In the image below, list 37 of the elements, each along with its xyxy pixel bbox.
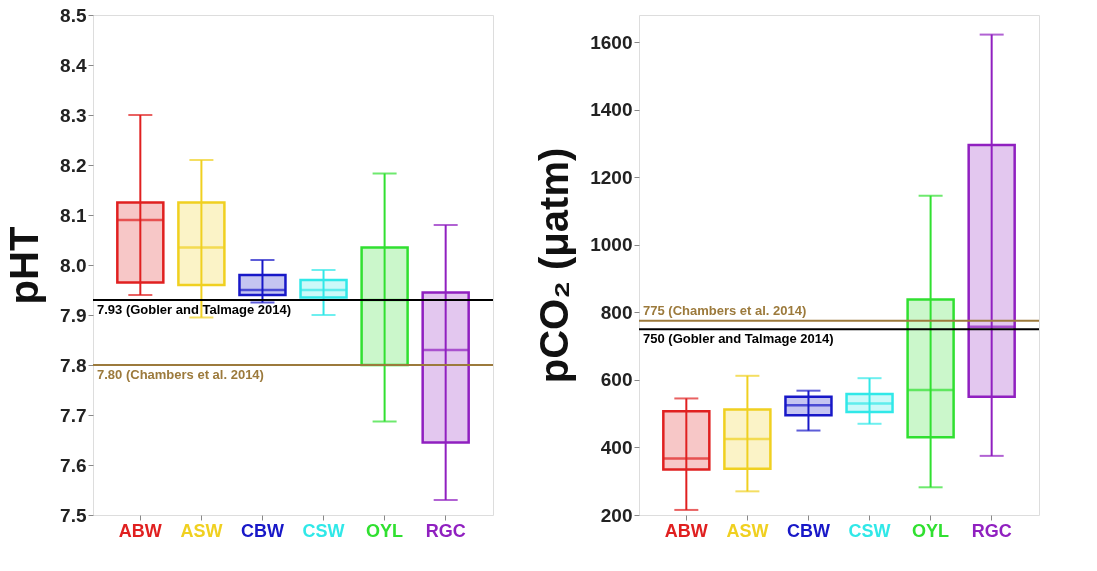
y-tick-label: 1400 <box>590 99 633 121</box>
y-tick-label: 8.1 <box>60 204 87 226</box>
ref-line-label: 7.93 (Gobler and Talmage 2014) <box>97 302 292 317</box>
y-tick-label: 1200 <box>590 166 633 188</box>
y-tick-label: 200 <box>600 504 633 526</box>
x-tick-label: ASW <box>726 520 769 541</box>
y-tick-label: 7.6 <box>60 454 87 476</box>
y-tick-label: 600 <box>600 369 633 391</box>
x-tick-label: RGC <box>425 520 466 541</box>
y-tick-label: 1600 <box>590 31 633 53</box>
ref-line-label: 775 (Chambers et al. 2014) <box>643 302 807 318</box>
y-axis-title: pCO₂ (μatm) <box>532 147 577 384</box>
y-tick-label: 7.8 <box>60 354 87 376</box>
y-tick-label: 8.5 <box>60 4 87 26</box>
x-tick-label: ABW <box>118 520 162 541</box>
y-tick-label: 800 <box>600 301 633 323</box>
y-tick-label: 1000 <box>590 234 633 256</box>
y-tick-label: 8.2 <box>60 154 87 176</box>
x-tick-label: CSW <box>848 520 891 541</box>
x-tick-label: CBW <box>240 520 284 541</box>
y-tick-label: 8.3 <box>60 104 87 126</box>
x-tick-label: OYL <box>366 520 404 541</box>
y-tick-label: 7.7 <box>60 404 87 426</box>
y-tick-label: 8.0 <box>60 254 87 276</box>
y-tick-label: 7.9 <box>60 304 87 326</box>
x-tick-label: CSW <box>302 520 345 541</box>
x-tick-label: OYL <box>912 520 950 541</box>
ref-line-label: 7.80 (Chambers et al. 2014) <box>97 367 264 382</box>
y-axis-title: pHT <box>2 226 47 305</box>
y-tick-label: 8.4 <box>60 54 87 76</box>
x-tick-label: CBW <box>786 520 830 541</box>
y-tick-label: 7.5 <box>60 504 87 526</box>
ref-line-label: 750 (Gobler and Talmage 2014) <box>643 331 834 347</box>
x-tick-label: ASW <box>180 520 223 541</box>
y-tick-label: 400 <box>600 436 633 458</box>
x-tick-label: ABW <box>664 520 708 541</box>
x-tick-label: RGC <box>971 520 1012 541</box>
